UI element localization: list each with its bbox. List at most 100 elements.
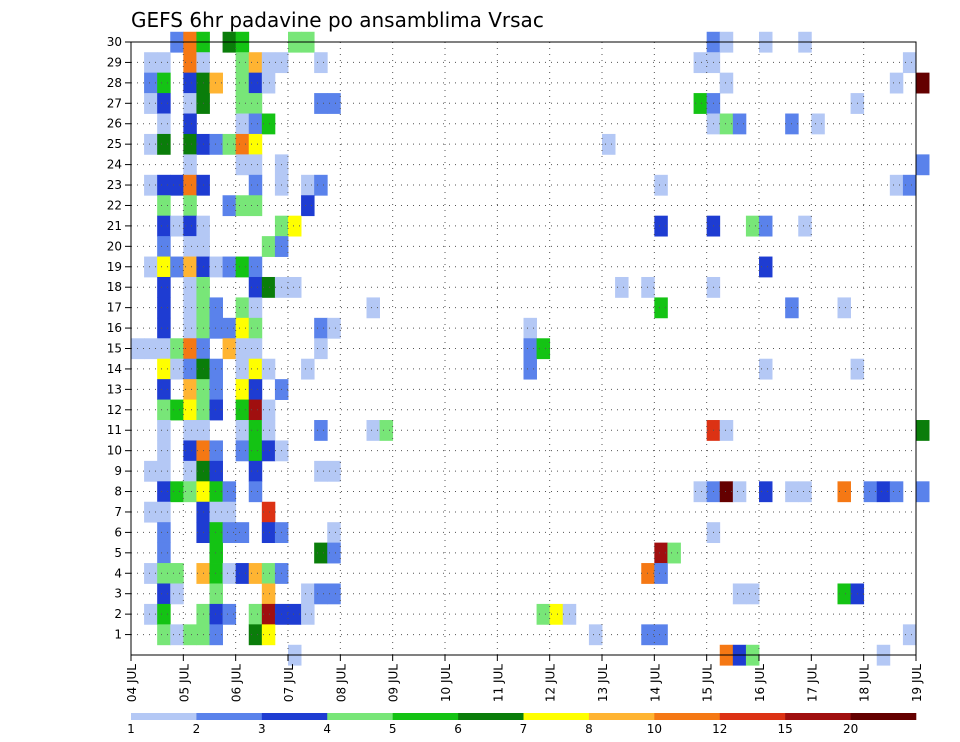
heatmap-cell <box>183 358 197 380</box>
x-tick-label: 15 JUL <box>701 664 715 702</box>
colorbar-swatch <box>458 713 524 720</box>
y-tick-label: 10 <box>107 444 122 458</box>
heatmap-cell <box>654 624 668 646</box>
heatmap-cell <box>157 399 171 421</box>
heatmap-cell <box>314 420 328 441</box>
heatmap-cell <box>654 297 668 319</box>
heatmap-cell <box>261 501 276 523</box>
heatmap-cell <box>183 236 197 257</box>
heatmap-cell <box>183 195 197 217</box>
x-axis: 04 JUL 05 JUL 06 JUL 07 JUL 08 JUL 09 JUL 10 J… <box>125 655 924 702</box>
heatmap-cell <box>209 603 223 625</box>
heatmap-cell <box>209 460 223 482</box>
heatmap-cell <box>261 276 276 298</box>
heatmap-cell <box>654 563 668 584</box>
heatmap-cell <box>314 174 328 196</box>
x-tick-label: 17 JUL <box>805 664 819 702</box>
heatmap-cell <box>248 317 263 339</box>
heatmap-cell <box>327 522 341 544</box>
heatmap-cell <box>248 52 263 74</box>
colorbar-label: 2 <box>193 722 201 736</box>
colorbar-swatch <box>523 713 590 720</box>
colorbar-swatch <box>850 713 917 720</box>
colorbar-label: 5 <box>389 722 397 736</box>
heatmap-cell <box>248 113 263 135</box>
x-tick-label: 12 JUL <box>544 664 558 702</box>
heatmap-cell <box>183 624 197 646</box>
x-tick-label: 09 JUL <box>387 664 401 702</box>
heatmap-cell <box>615 276 629 298</box>
heatmap-cell <box>248 379 263 400</box>
colorbar-swatch <box>131 713 197 720</box>
heatmap-cell <box>157 440 171 462</box>
heatmap-cell <box>759 358 773 380</box>
heatmap-cell <box>157 460 171 482</box>
heatmap-cell <box>301 358 315 380</box>
y-tick-label: 16 <box>107 321 122 335</box>
heatmap-cell <box>222 133 237 155</box>
y-tick-label: 29 <box>107 55 122 69</box>
y-axis: 1234567891011121314151617181920212223242… <box>107 35 131 642</box>
y-tick-label: 9 <box>114 464 122 478</box>
heatmap-cell <box>209 563 223 584</box>
heatmap-cell <box>248 420 263 441</box>
heatmap-cell <box>916 481 930 503</box>
heatmap-cell <box>549 603 564 625</box>
y-tick-label: 1 <box>114 628 122 642</box>
heatmap-cell <box>366 420 380 441</box>
heatmap-cell <box>170 358 184 380</box>
heatmap-cell <box>745 215 760 237</box>
heatmap-cell <box>209 501 223 523</box>
heatmap-cell <box>157 481 171 503</box>
heatmap-cell <box>327 583 341 605</box>
heatmap-cell <box>248 338 263 360</box>
heatmap-cell <box>248 481 263 503</box>
heatmap-cell <box>222 481 237 503</box>
heatmap-cell <box>693 93 708 114</box>
heatmap-cell <box>183 379 197 400</box>
y-tick-label: 30 <box>107 35 122 49</box>
heatmap-cell <box>235 338 250 360</box>
heatmap-cell <box>327 317 341 339</box>
heatmap-cell <box>536 603 551 625</box>
heatmap-cell <box>248 297 263 319</box>
heatmap-cell <box>144 93 158 114</box>
heatmap-cell <box>209 72 223 94</box>
heatmap-cell <box>693 481 708 503</box>
colorbar-swatch <box>327 713 393 720</box>
heatmap-cell <box>654 215 668 237</box>
y-tick-label: 21 <box>107 219 122 233</box>
heatmap-cell <box>248 563 263 584</box>
heatmap-cell <box>157 297 171 319</box>
heatmap-cell <box>314 317 328 339</box>
heatmap-cell <box>837 297 851 319</box>
heatmap-cell <box>235 522 250 544</box>
heatmap-cell <box>889 174 904 196</box>
heatmap-cell <box>288 215 302 237</box>
heatmap-cell <box>719 481 734 503</box>
heatmap-cell <box>693 52 708 74</box>
heatmap-cell <box>248 603 263 625</box>
heatmap-cell <box>732 113 747 135</box>
heatmap-cell <box>588 624 603 646</box>
heatmap-cell <box>183 276 197 298</box>
heatmap-cell <box>235 154 250 176</box>
heatmap-cell <box>144 174 158 196</box>
gridlines <box>131 42 917 655</box>
heatmap-cell <box>916 154 930 176</box>
y-tick-label: 25 <box>107 137 122 151</box>
heatmap-cell <box>157 174 171 196</box>
heatmap-cell <box>183 297 197 319</box>
heatmap-cell <box>183 399 197 421</box>
y-tick-label: 23 <box>107 178 122 192</box>
heatmap-cell <box>183 93 197 114</box>
heatmap-cell <box>209 624 223 646</box>
x-tick-label: 18 JUL <box>858 664 872 702</box>
heatmap-cell <box>209 583 223 605</box>
heatmap-cell <box>261 236 276 257</box>
heatmap-cell <box>157 133 171 155</box>
heatmap-cell <box>209 379 223 400</box>
heatmap-cell <box>144 501 158 523</box>
heatmap-cell <box>235 52 250 74</box>
heatmap-cell <box>248 154 263 176</box>
